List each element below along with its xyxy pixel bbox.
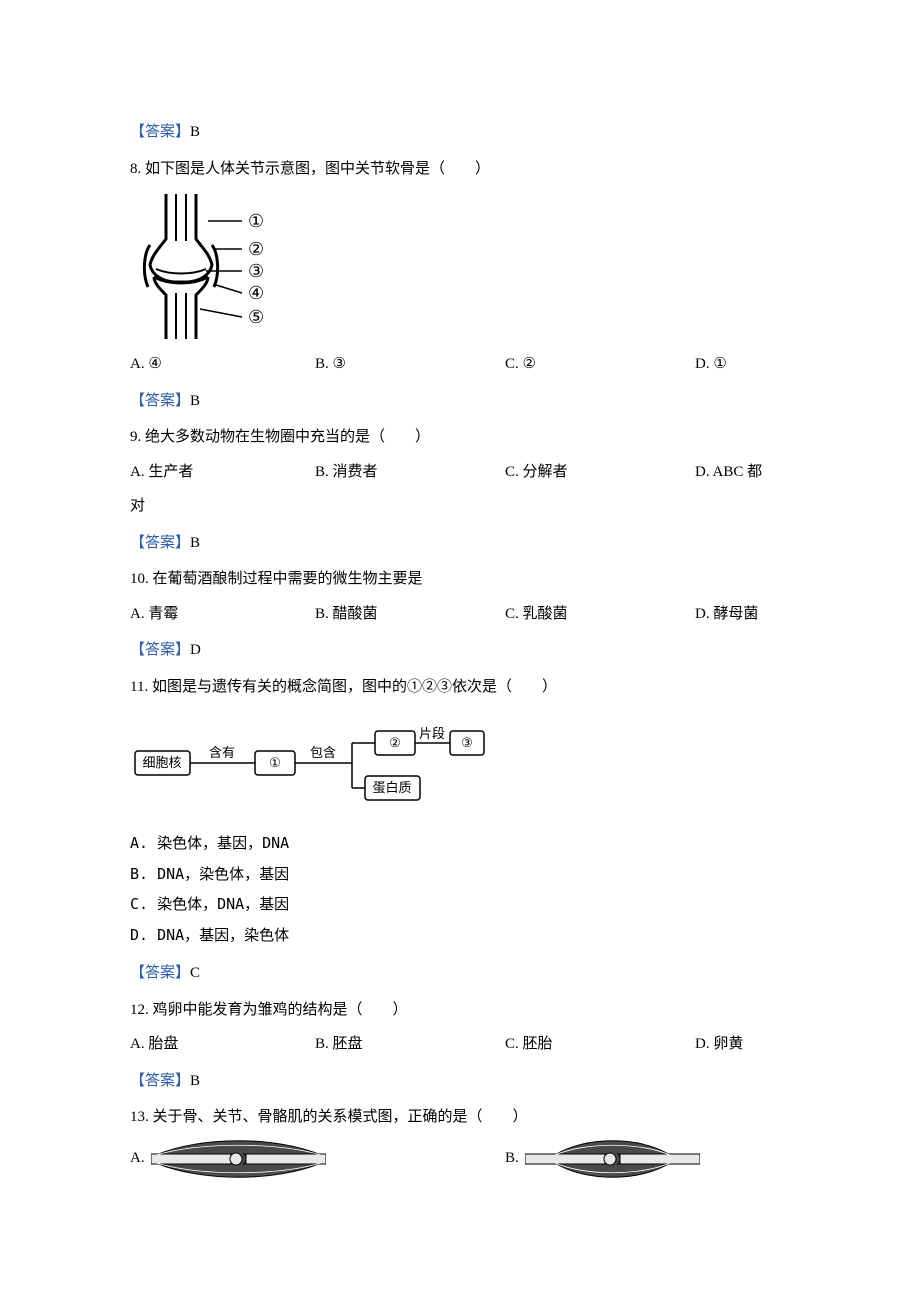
q10-option-d: D. 酵母菌	[695, 600, 758, 629]
answer-value: D	[190, 642, 201, 658]
q8-label-1: ①	[248, 211, 264, 231]
q13-option-b-label: B.	[505, 1144, 519, 1173]
q11-option-b: B. DNA，染色体，基因	[130, 860, 505, 889]
q8-joint-diagram: ① ② ③ ④ ⑤	[130, 189, 280, 344]
q9-stem: 9. 绝大多数动物在生物圈中充当的是（ ）	[130, 423, 800, 452]
q9-options: A. 生产者 B. 消费者 C. 分解者 D. ABC 都	[130, 458, 800, 487]
q9-option-d: D. ABC 都	[695, 458, 762, 487]
q8-label-2: ②	[248, 239, 264, 259]
q13-stem: 13. 关于骨、关节、骨骼肌的关系模式图，正确的是（ ）	[130, 1103, 800, 1132]
answer-value: B	[190, 1073, 200, 1089]
answer-label: 【答案】	[130, 965, 190, 981]
q9-option-b: B. 消费者	[315, 458, 505, 487]
q11-edge-contains: 含有	[209, 745, 235, 760]
q12-option-c: C. 胚胎	[505, 1030, 695, 1059]
q11-option-d: D. DNA，基因，染色体	[130, 921, 505, 950]
q11-node-nucleus: 细胞核	[142, 755, 181, 770]
answer-label: 【答案】	[130, 535, 190, 551]
q11-stem: 11. 如图是与遗传有关的概念简图，图中的①②③依次是（ ）	[130, 673, 800, 702]
q9-option-c: C. 分解者	[505, 458, 695, 487]
q11-node-one: ①	[269, 755, 281, 770]
q11-concept-diagram: 细胞核 含有 ① 包含 ② 片段 ③ 蛋白质	[130, 721, 490, 811]
answer-value: B	[190, 124, 200, 140]
answer-label: 【答案】	[130, 642, 190, 658]
q9-option-a: A. 生产者	[130, 458, 315, 487]
q9-answer: 【答案】B	[130, 529, 800, 558]
q8-option-d: D. ①	[695, 350, 727, 379]
answer-7: 【答案】B	[130, 118, 800, 147]
q11-option-c: C. 染色体，DNA，基因	[130, 890, 505, 919]
q13-option-a-label: A.	[130, 1144, 145, 1173]
q11-answer: 【答案】C	[130, 959, 800, 988]
q8-option-c: C. ②	[505, 350, 695, 379]
q12-option-d: D. 卵黄	[695, 1030, 743, 1059]
q8-stem: 8. 如下图是人体关节示意图，图中关节软骨是（ ）	[130, 155, 800, 184]
answer-value: B	[190, 393, 200, 409]
q8-option-b: B. ③	[315, 350, 505, 379]
q11-node-protein: 蛋白质	[372, 780, 411, 795]
q10-stem: 10. 在葡萄酒酿制过程中需要的微生物主要是	[130, 565, 800, 594]
q11-node-two: ②	[389, 735, 401, 750]
q12-answer: 【答案】B	[130, 1067, 800, 1096]
q13-diagram-a	[151, 1138, 326, 1180]
q8-answer: 【答案】B	[130, 387, 800, 416]
q11-option-a: A. 染色体，基因，DNA	[130, 829, 505, 858]
q11-options: A. 染色体，基因，DNA B. DNA，染色体，基因 C. 染色体，DNA，基…	[130, 829, 800, 951]
q12-option-a: A. 胎盘	[130, 1030, 315, 1059]
q8-label-5: ⑤	[248, 307, 264, 327]
answer-label: 【答案】	[130, 124, 190, 140]
q11-edge-includes: 包含	[310, 745, 336, 760]
answer-label: 【答案】	[130, 393, 190, 409]
answer-value: C	[190, 965, 200, 981]
q8-options: A. ④ B. ③ C. ② D. ①	[130, 350, 800, 379]
q10-answer: 【答案】D	[130, 636, 800, 665]
q10-option-a: A. 青霉	[130, 600, 315, 629]
q11-node-three: ③	[461, 735, 473, 750]
q13-diagram-b	[525, 1138, 700, 1180]
q8-label-4: ④	[248, 283, 264, 303]
answer-label: 【答案】	[130, 1073, 190, 1089]
q10-option-c: C. 乳酸菌	[505, 600, 695, 629]
q12-options: A. 胎盘 B. 胚盘 C. 胚胎 D. 卵黄	[130, 1030, 800, 1059]
answer-value: B	[190, 535, 200, 551]
q10-option-b: B. 醋酸菌	[315, 600, 505, 629]
q8-option-a: A. ④	[130, 350, 315, 379]
q12-stem: 12. 鸡卵中能发育为雏鸡的结构是（ ）	[130, 996, 800, 1025]
q11-edge-fragment: 片段	[419, 726, 445, 741]
q12-option-b: B. 胚盘	[315, 1030, 505, 1059]
q8-label-3: ③	[248, 261, 264, 281]
q9-wrap: 对	[130, 492, 800, 521]
q13-options-row: A. B.	[130, 1138, 800, 1180]
q10-options: A. 青霉 B. 醋酸菌 C. 乳酸菌 D. 酵母菌	[130, 600, 800, 629]
